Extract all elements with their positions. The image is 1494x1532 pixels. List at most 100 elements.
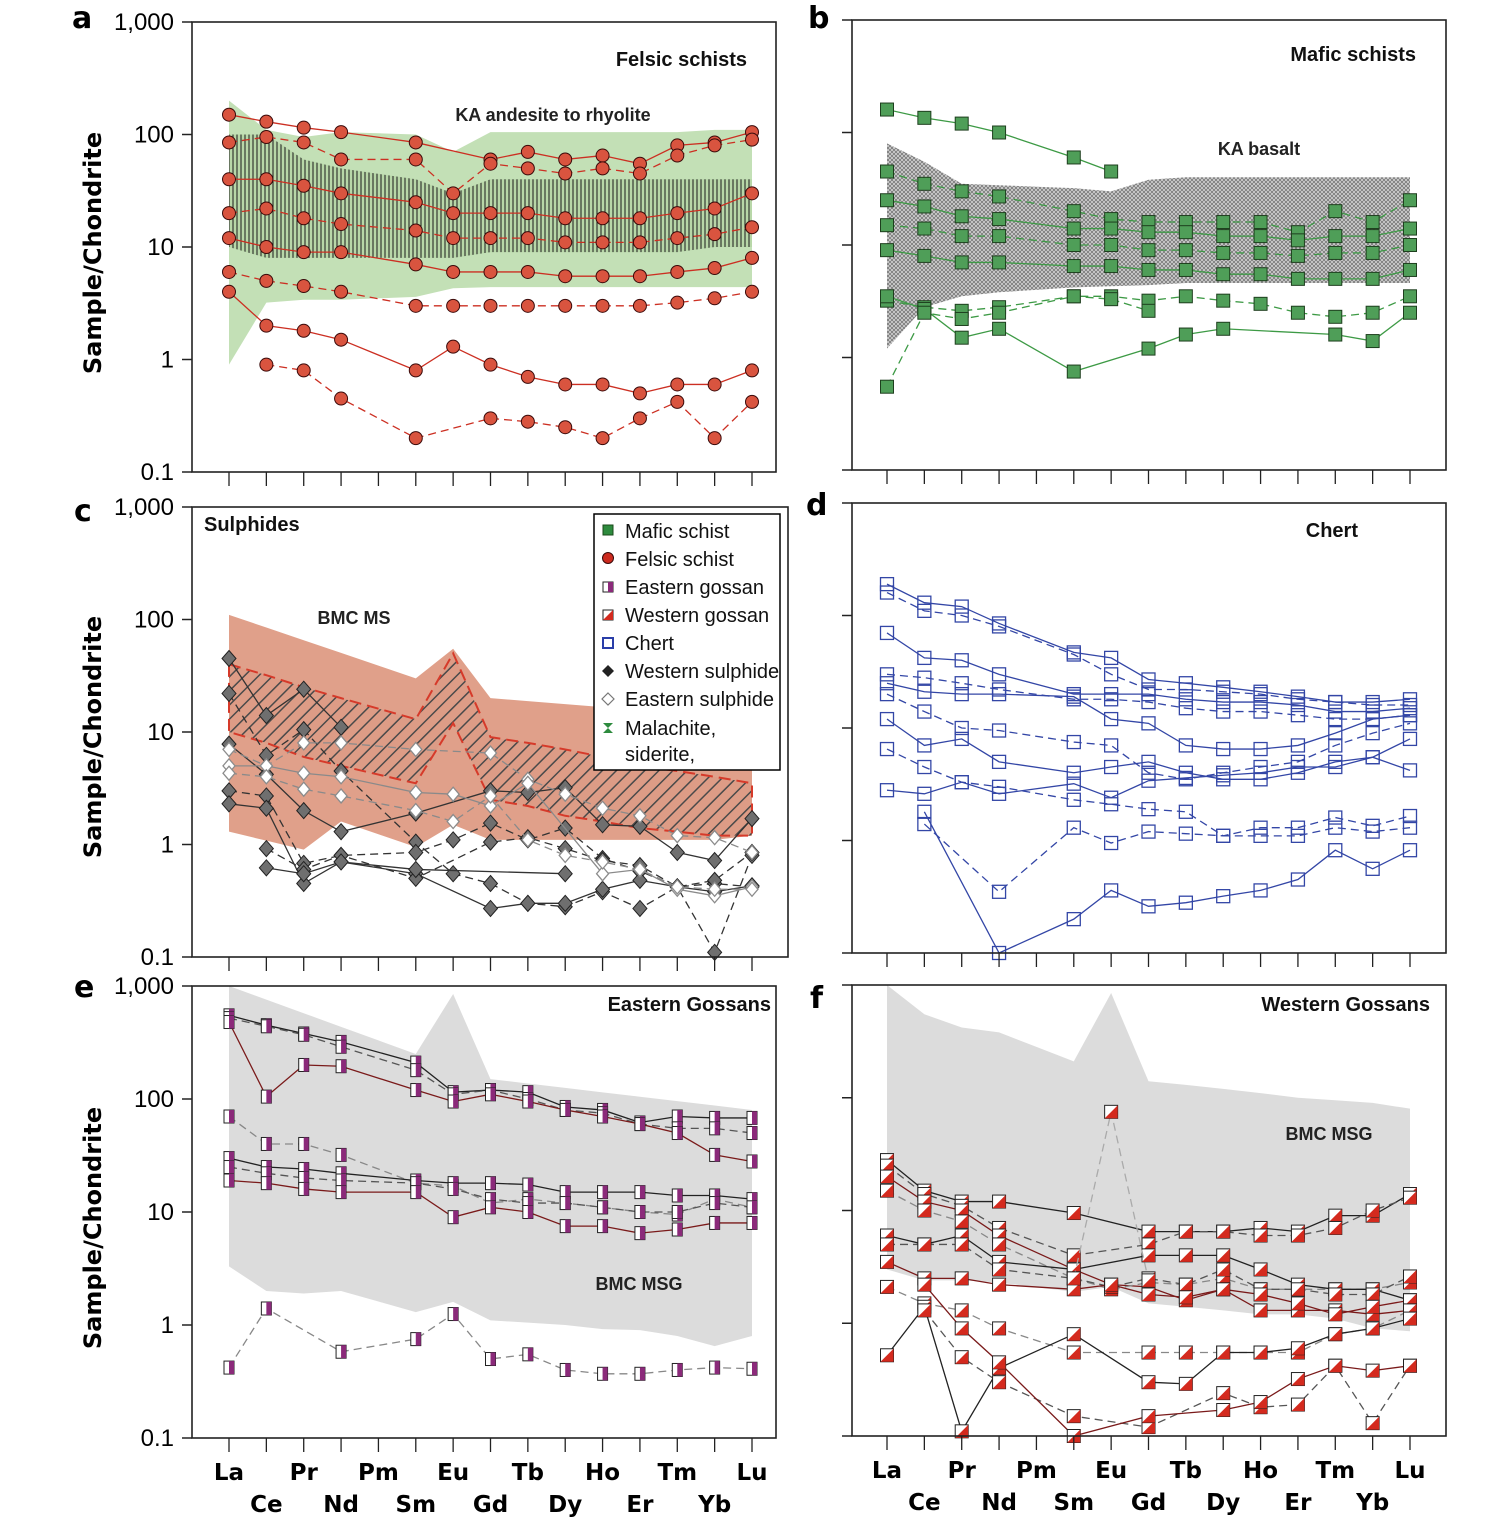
marker-fill bbox=[1067, 1327, 1081, 1341]
data-point-diagonal-square bbox=[880, 1254, 894, 1269]
data-point-half-square bbox=[522, 1094, 534, 1109]
marker-fill bbox=[490, 1200, 496, 1214]
series-line bbox=[223, 1173, 758, 1241]
data-point-open-square bbox=[879, 686, 895, 702]
data-point-square bbox=[1178, 289, 1193, 304]
data-point-circle bbox=[296, 135, 311, 150]
data-point-circle bbox=[408, 257, 423, 272]
marker-fill bbox=[1291, 1341, 1305, 1355]
x-tick-label-lu: Lu bbox=[736, 1460, 767, 1486]
data-point-open-square bbox=[954, 686, 969, 702]
data-point-diagonal-square bbox=[1290, 1296, 1305, 1311]
series-line bbox=[222, 284, 759, 401]
legend-hourglass-icon bbox=[603, 723, 613, 733]
data-point-square bbox=[917, 199, 932, 214]
legend-half-square-fill bbox=[608, 582, 613, 592]
data-point-square bbox=[880, 193, 894, 208]
marker-fill bbox=[266, 1301, 272, 1315]
data-point-circle bbox=[334, 245, 349, 260]
marker-fill bbox=[602, 1200, 608, 1214]
legend-entry-malachite: Malachite, siderite, bbox=[603, 718, 716, 766]
data-point-filled-diamond bbox=[557, 864, 573, 883]
legend-entry-felsic-schist: Felsic schist bbox=[602, 549, 734, 571]
data-point-diagonal-square bbox=[992, 1237, 1007, 1252]
y-tick-label: 1,000 bbox=[114, 9, 174, 36]
series-line bbox=[222, 201, 759, 250]
data-point-open-square bbox=[1216, 768, 1231, 783]
data-point-diagonal-square bbox=[1253, 1262, 1268, 1277]
x-tick-label-pr: Pr bbox=[948, 1458, 977, 1484]
data-point-circle bbox=[446, 206, 461, 221]
data-point-half-square bbox=[746, 1154, 758, 1169]
field-bmc-msg bbox=[229, 986, 752, 1347]
data-point-diagonal-square bbox=[1178, 1277, 1193, 1292]
data-point-open-square bbox=[1216, 684, 1231, 699]
data-point-square bbox=[917, 110, 932, 125]
marker-fill bbox=[1067, 1282, 1081, 1296]
data-point-filled-diamond bbox=[408, 869, 424, 888]
data-point-open-square bbox=[1066, 820, 1081, 835]
marker-fill bbox=[303, 1137, 309, 1151]
marker-fill bbox=[1216, 1248, 1230, 1262]
x-tick-label-pr: Pr bbox=[290, 1460, 319, 1486]
data-point-circle bbox=[483, 206, 498, 221]
data-point-square bbox=[992, 125, 1007, 140]
data-point-square bbox=[917, 248, 932, 263]
data-point-open-square bbox=[1066, 792, 1081, 807]
data-point-circle bbox=[259, 273, 274, 288]
data-point-diagonal-square bbox=[1141, 1287, 1156, 1302]
data-point-circle bbox=[222, 135, 236, 150]
data-point-half-square bbox=[485, 1352, 496, 1367]
data-point-open-square bbox=[1253, 883, 1268, 898]
data-point-diagonal-square bbox=[1104, 1277, 1119, 1292]
data-point-open-square bbox=[1290, 872, 1306, 887]
data-point-open-square bbox=[991, 786, 1007, 801]
x-tick-label-tb: Tb bbox=[512, 1460, 544, 1486]
data-point-diagonal-square bbox=[954, 1214, 969, 1229]
data-point-filled-diamond bbox=[296, 801, 312, 820]
data-point-square bbox=[1178, 262, 1193, 277]
data-point-open-square bbox=[1178, 701, 1194, 716]
data-point-open-square bbox=[1103, 667, 1119, 682]
legend-entry-western-gossan: Western gossan bbox=[602, 605, 769, 627]
marker-fill bbox=[527, 1095, 533, 1109]
marker-fill bbox=[1403, 1269, 1417, 1283]
data-point-square bbox=[1403, 289, 1417, 304]
data-point-open-diamond bbox=[334, 734, 348, 751]
x-tick-label-eu: Eu bbox=[437, 1460, 469, 1486]
data-point-square bbox=[1328, 271, 1343, 286]
data-point-circle bbox=[707, 201, 722, 216]
data-point-circle bbox=[632, 269, 647, 284]
panel-c-sulphides: 0.1 1 10 100 1,000 bbox=[114, 494, 789, 971]
data-point-half-square bbox=[335, 1185, 347, 1200]
data-point-open-square bbox=[1328, 820, 1343, 835]
data-point-circle bbox=[296, 178, 311, 193]
marker-fill bbox=[1142, 1248, 1155, 1262]
data-point-square bbox=[1104, 292, 1119, 307]
data-point-open-square bbox=[954, 653, 969, 668]
marker-fill bbox=[1366, 1416, 1380, 1430]
data-point-circle bbox=[745, 284, 759, 299]
legend-square-icon bbox=[602, 524, 614, 536]
y-tick-label: 0.1 bbox=[141, 1425, 174, 1452]
data-point-circle bbox=[595, 148, 610, 163]
data-point-diagonal-square bbox=[992, 1262, 1007, 1277]
legend-circle-icon bbox=[602, 552, 614, 564]
data-point-open-diamond bbox=[745, 844, 759, 861]
series-line bbox=[880, 218, 1417, 263]
data-point-open-diamond bbox=[408, 802, 423, 819]
data-point-open-square bbox=[1141, 694, 1156, 710]
data-point-open-diamond bbox=[408, 784, 423, 801]
data-point-circle bbox=[483, 156, 498, 171]
data-point-half-square bbox=[597, 1200, 609, 1215]
data-point-square bbox=[1066, 364, 1081, 379]
marker-fill bbox=[341, 1148, 347, 1162]
marker-fill bbox=[341, 1166, 347, 1180]
data-point-open-square bbox=[954, 608, 969, 623]
legend: Mafic schist Felsic schist Eastern gossa… bbox=[593, 513, 781, 771]
series-line bbox=[222, 172, 759, 226]
data-point-open-diamond bbox=[483, 797, 498, 814]
data-point-circle bbox=[483, 298, 498, 313]
data-point-filled-diamond bbox=[333, 853, 349, 871]
marker-fill bbox=[602, 1219, 608, 1233]
